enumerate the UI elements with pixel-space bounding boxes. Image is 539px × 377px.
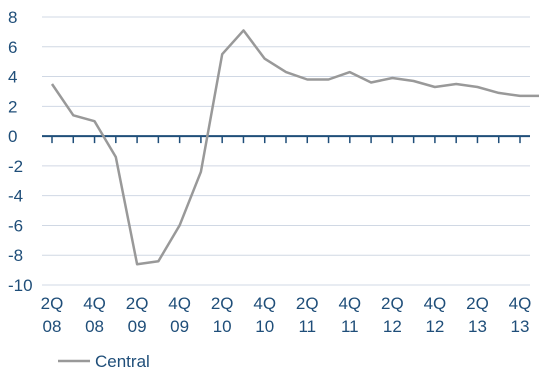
series-line-central: [50, 29, 539, 266]
y-tick-label: 0: [8, 127, 17, 146]
x-tick-label-quarter: 2Q: [466, 294, 489, 313]
y-tick-label: -8: [8, 246, 23, 265]
x-tick-label-year: 09: [128, 317, 147, 336]
x-tick-label-quarter: 2Q: [211, 294, 234, 313]
x-tick-label-quarter: 2Q: [41, 294, 64, 313]
x-tick-label-year: 10: [213, 317, 232, 336]
y-tick-label: -6: [8, 216, 23, 235]
x-tick-label-year: 12: [383, 317, 402, 336]
x-tick-label-quarter: 2Q: [126, 294, 149, 313]
y-tick-label: -2: [8, 157, 23, 176]
x-tick-label-year: 09: [170, 317, 189, 336]
y-tick-label: 6: [8, 38, 17, 57]
legend: Central: [58, 352, 150, 371]
x-tick-label-year: 10: [255, 317, 274, 336]
x-tick-label-year: 11: [298, 317, 316, 336]
x-tick-label-year: 11: [341, 317, 359, 336]
x-tick-label-year: 08: [85, 317, 104, 336]
y-tick-label: -4: [8, 187, 23, 206]
y-tick-label: 4: [8, 68, 17, 87]
x-tick-label-year: 12: [425, 317, 444, 336]
x-axis: [42, 135, 530, 144]
x-tick-label-quarter: 2Q: [296, 294, 319, 313]
x-tick-label-quarter: 4Q: [253, 294, 276, 313]
x-tick-label-quarter: 2Q: [381, 294, 404, 313]
y-tick-label: 2: [8, 97, 17, 116]
x-tick-label-quarter: 4Q: [338, 294, 361, 313]
x-tick-label-quarter: 4Q: [424, 294, 447, 313]
x-tick-label-quarter: 4Q: [168, 294, 191, 313]
y-tick-label: 8: [8, 8, 17, 27]
x-tick-label-quarter: 4Q: [83, 294, 106, 313]
x-tick-labels: 2Q 08 4Q 08 2Q 09 4Q 09 2Q 10 4Q 10 2Q 11 4Q 11 2Q 12 4Q 12…: [41, 294, 532, 336]
legend-label-central: Central: [95, 352, 150, 371]
y-tick-label: -10: [8, 276, 33, 295]
series-lines: [50, 29, 539, 266]
x-tick-label-quarter: 4Q: [509, 294, 532, 313]
grid-lines: [42, 16, 530, 286]
y-tick-labels: 8 6 4 2 0 -2 -4 -6 -8 -10: [8, 8, 33, 295]
x-tick-label-year: 08: [43, 317, 62, 336]
x-tick-label-year: 13: [468, 317, 487, 336]
x-tick-label-year: 13: [511, 317, 530, 336]
